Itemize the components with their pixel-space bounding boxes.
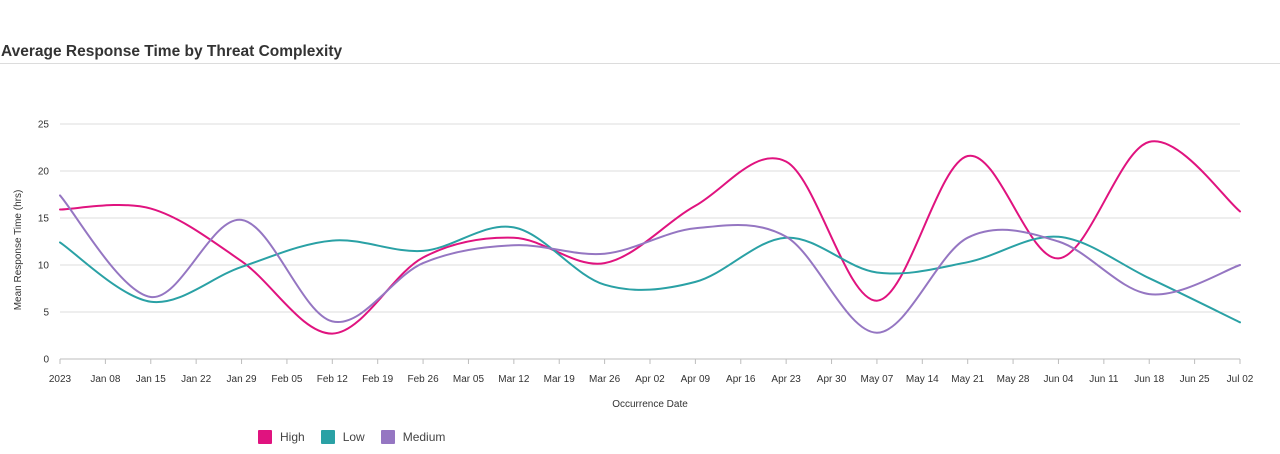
x-tick-label: Jan 08 xyxy=(90,374,120,385)
legend-swatch xyxy=(258,430,272,444)
legend: High Low Medium xyxy=(258,430,461,444)
x-tick-label: Feb 12 xyxy=(317,374,349,385)
legend-item-low[interactable]: Low xyxy=(320,430,365,444)
legend-label: High xyxy=(280,430,305,444)
x-tick-label: May 28 xyxy=(997,374,1030,385)
x-tick-label: Jul 02 xyxy=(1227,374,1254,385)
x-tick-label: Jun 25 xyxy=(1180,374,1210,385)
series-line-low[interactable] xyxy=(59,225,1241,324)
x-tick-label: Jun 04 xyxy=(1043,374,1073,385)
x-tick-label: Jun 18 xyxy=(1134,374,1164,385)
axes: 0 5 10 15 20 25 2023 Jan 08 Jan 15 Jan 22 Jan 29 Fe… xyxy=(38,120,1254,386)
y-tick-label: 15 xyxy=(38,214,50,225)
x-tick-label: Feb 26 xyxy=(408,374,440,385)
x-tick-label: May 21 xyxy=(951,374,984,385)
x-tick-label: Jan 22 xyxy=(181,374,211,385)
x-tick-label: Apr 02 xyxy=(635,374,665,385)
x-tick-label: May 07 xyxy=(861,374,894,385)
chart-title: Average Response Time by Threat Complexi… xyxy=(1,43,343,60)
x-tick-label: Apr 16 xyxy=(726,374,756,385)
y-axis-title: Mean Response Time (hrs) xyxy=(13,190,24,311)
y-tick-label: 10 xyxy=(38,261,50,272)
x-tick-label: Mar 05 xyxy=(453,374,485,385)
y-tick-label: 25 xyxy=(38,120,50,131)
legend-swatch xyxy=(320,430,335,444)
series-line-high[interactable] xyxy=(59,140,1241,335)
x-tick-label: Jun 11 xyxy=(1089,374,1119,385)
chart-header: Average Response Time by Threat Complexi… xyxy=(0,0,1280,64)
x-tick-label: Jan 29 xyxy=(227,374,257,385)
legend-label: Medium xyxy=(402,430,446,444)
legend-item-high[interactable]: High xyxy=(258,430,305,444)
legend-label: Low xyxy=(342,430,365,444)
x-tick-label: Mar 26 xyxy=(589,374,621,385)
series-line-medium[interactable] xyxy=(59,194,1241,334)
x-tick-label: Feb 19 xyxy=(362,374,394,385)
series-lines xyxy=(59,140,1241,335)
x-axis-title: Occurrence Date xyxy=(612,399,688,410)
legend-item-medium[interactable]: Medium xyxy=(380,430,446,444)
x-tick-label: Apr 23 xyxy=(771,374,801,385)
x-tick-label: Apr 09 xyxy=(681,374,711,385)
y-tick-label: 20 xyxy=(38,167,50,178)
x-tick-label: Jan 15 xyxy=(136,374,166,385)
x-tick-label: May 14 xyxy=(906,374,939,385)
x-tick-label: Apr 30 xyxy=(817,374,847,385)
x-tick-label: Feb 05 xyxy=(271,374,303,385)
x-tick-label: 2023 xyxy=(49,374,72,385)
y-tick-label: 5 xyxy=(43,308,49,319)
x-tick-label: Mar 19 xyxy=(544,374,576,385)
legend-swatch xyxy=(380,430,395,444)
x-tick-label: Mar 12 xyxy=(498,374,530,385)
y-tick-label: 0 xyxy=(43,355,49,366)
